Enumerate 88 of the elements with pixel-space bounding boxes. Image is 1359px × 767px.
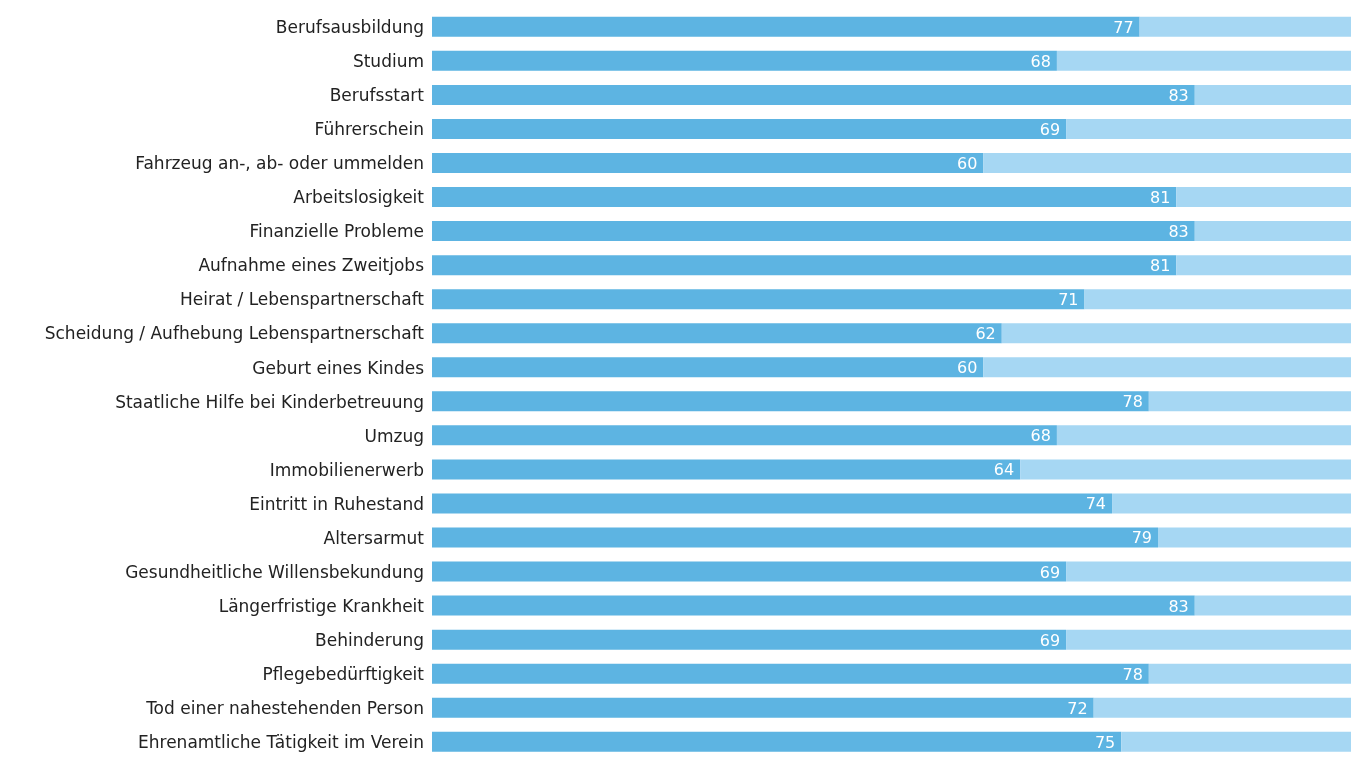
bar	[1176, 255, 1351, 276]
y-tick-label: Pflegebedürftigkeit	[262, 663, 425, 684]
bar	[1066, 561, 1351, 582]
data-label: 83	[1168, 596, 1189, 616]
bar	[432, 255, 1177, 276]
bar	[1084, 289, 1351, 310]
bar	[432, 731, 1122, 752]
y-tick-label: Staatliche Hilfe bei Kinderbetreuung	[115, 391, 424, 412]
data-label: 62	[975, 324, 996, 344]
bar	[1066, 118, 1351, 139]
y-tick-label: Fahrzeug an-, ab- oder ummelden	[135, 153, 424, 174]
y-tick-label: Eintritt in Ruhestand	[249, 493, 424, 514]
bar	[1093, 697, 1351, 718]
bar	[432, 221, 1195, 242]
bar	[1148, 391, 1351, 412]
y-tick-label: Berufsstart	[329, 85, 425, 106]
bar	[432, 527, 1159, 548]
data-label: 78	[1122, 664, 1143, 684]
y-tick-label: Führerschein	[314, 119, 424, 140]
bar	[432, 16, 1140, 37]
bar	[983, 357, 1351, 378]
bar	[432, 289, 1085, 310]
bar	[983, 152, 1351, 173]
bar	[1194, 595, 1351, 616]
bar	[1158, 527, 1351, 548]
y-tick-label: Scheidung / Aufhebung Lebenspartnerschaft	[44, 323, 425, 344]
y-tick-label: Immobilienerwerb	[269, 459, 424, 480]
y-tick-label: Gesundheitliche Willensbekundung	[125, 561, 424, 582]
data-label: 83	[1168, 222, 1189, 242]
y-tick-label: Ehrenamtliche Tätigkeit im Verein	[138, 732, 424, 753]
data-label: 68	[1030, 426, 1051, 446]
bar	[1056, 50, 1351, 71]
bar	[1121, 731, 1351, 752]
bar	[432, 50, 1057, 71]
y-tick-label: Tod einer nahestehenden Person	[145, 697, 424, 718]
data-label: 60	[957, 153, 978, 173]
data-label: 64	[993, 460, 1015, 480]
data-label: 77	[1113, 17, 1134, 37]
bar	[1194, 84, 1351, 105]
data-label: 75	[1094, 732, 1116, 752]
data-label: 78	[1122, 392, 1143, 412]
bar	[432, 595, 1195, 616]
data-label: 72	[1067, 698, 1088, 718]
y-tick-label: Altersarmut	[323, 527, 425, 548]
bar	[1139, 16, 1351, 37]
data-label: 74	[1085, 494, 1107, 514]
data-label: 79	[1131, 528, 1153, 548]
bar	[1020, 459, 1351, 480]
y-tick-label: Aufnahme eines Zweitjobs	[198, 255, 425, 276]
data-label: 60	[957, 358, 978, 378]
bar	[1001, 323, 1351, 344]
bar	[432, 425, 1057, 446]
bar	[432, 391, 1149, 412]
bar	[1066, 629, 1351, 650]
y-tick-label: Längerfristige Krankheit	[218, 595, 425, 616]
data-label: 71	[1058, 290, 1079, 310]
data-label: 83	[1168, 85, 1189, 105]
y-tick-label: Berufsausbildung	[275, 17, 424, 38]
bar	[432, 357, 984, 378]
bar	[1056, 425, 1351, 446]
y-tick-label: Geburt eines Kindes	[252, 357, 425, 378]
bar	[1176, 187, 1351, 208]
bar	[432, 561, 1067, 582]
data-label: 69	[1039, 562, 1061, 582]
bar	[432, 84, 1195, 105]
y-tick-label: Studium	[352, 51, 424, 72]
bar	[432, 493, 1113, 514]
y-tick-label: Finanzielle Probleme	[249, 221, 424, 242]
bar	[432, 118, 1067, 139]
data-label: 69	[1039, 630, 1061, 650]
data-label: 81	[1150, 256, 1171, 276]
y-tick-label: Arbeitslosigkeit	[293, 187, 425, 208]
data-label: 68	[1030, 51, 1051, 71]
bar	[432, 152, 984, 173]
bar	[432, 323, 1002, 344]
data-label: 81	[1150, 188, 1171, 208]
bar	[432, 697, 1094, 718]
bar	[432, 629, 1067, 650]
bar	[1112, 493, 1351, 514]
y-tick-label: Behinderung	[315, 629, 424, 650]
bar	[432, 187, 1177, 208]
y-tick-label: Heirat / Lebenspartnerschaft	[180, 289, 425, 310]
bar	[432, 663, 1149, 684]
data-label: 69	[1039, 119, 1061, 139]
bar	[1148, 663, 1351, 684]
y-tick-label: Umzug	[364, 425, 424, 446]
bar	[1194, 221, 1351, 242]
bar	[432, 459, 1021, 480]
